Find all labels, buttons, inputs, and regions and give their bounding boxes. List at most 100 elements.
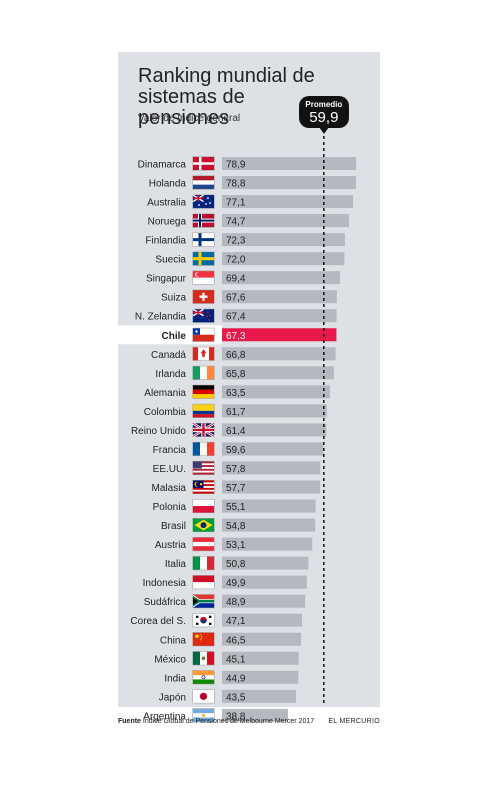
- value-label-irlanda: 65,8: [226, 369, 246, 380]
- bar-reino-unido: [222, 423, 327, 437]
- bar-dinamarca: [222, 157, 357, 170]
- country-label-mexico: México: [154, 654, 186, 665]
- chart-title: Ranking mundial de sistemas de pensiones: [138, 65, 315, 129]
- country-label-noruega: Noruega: [148, 217, 187, 228]
- bar-singapur: [222, 271, 340, 285]
- bar-row-reino-unido: Reino Unido 61,4: [131, 422, 327, 438]
- average-label: Promedio: [305, 100, 343, 109]
- bar-n-zelandia: [222, 309, 337, 323]
- country-label-singapur: Singapur: [146, 274, 187, 285]
- bar-noruega: [222, 214, 349, 228]
- country-label-italia: Italia: [165, 559, 187, 570]
- bar-suecia: [222, 252, 345, 266]
- bar-row-ee-uu: EE.UU. 57,8: [153, 460, 321, 475]
- value-label-dinamarca: 78,9: [226, 160, 246, 171]
- value-label-italia: 50,8: [226, 559, 246, 570]
- chart-subtitle: Valor de índice general: [138, 113, 241, 124]
- bar-brasil: [222, 518, 316, 532]
- bar-row-suiza: Suiza 67,6: [161, 289, 337, 304]
- footer: Fuente Índice Global de Pensiones de Mel…: [118, 718, 380, 725]
- italy-flag-icon: [192, 556, 215, 571]
- country-label-holanda: Holanda: [149, 179, 187, 190]
- south-korea-flag-icon: [192, 613, 215, 628]
- bar-malasia: [222, 480, 321, 494]
- bar-row-australia: Australia 77,1: [147, 194, 354, 209]
- bar-holanda: [222, 176, 356, 190]
- value-label-japon: 43,5: [226, 692, 246, 703]
- country-label-indonesia: Indonesia: [143, 578, 187, 589]
- bar-row-polonia: Polonia 55,1: [153, 499, 316, 514]
- value-label-francia: 59,6: [226, 445, 246, 456]
- value-label-australia: 77,1: [226, 198, 246, 209]
- canada-flag-icon: [192, 346, 215, 361]
- bar-row-singapur: Singapur 69,4: [146, 270, 340, 285]
- ireland-flag-icon: [192, 365, 215, 380]
- bar-indonesia: [222, 575, 307, 589]
- country-label-india: India: [164, 673, 186, 684]
- value-label-china: 46,5: [226, 635, 246, 646]
- bar-row-indonesia: Indonesia 49,9: [143, 575, 307, 590]
- country-label-sudafrica: Sudáfrica: [144, 597, 187, 608]
- bar-row-francia: Francia 59,6: [153, 441, 324, 456]
- bar-mexico: [222, 651, 299, 665]
- bar-suiza: [222, 290, 337, 304]
- value-label-suecia: 72,0: [226, 255, 246, 266]
- value-label-indonesia: 49,9: [226, 578, 246, 589]
- country-label-suecia: Suecia: [155, 255, 186, 266]
- country-label-canada: Canadá: [151, 350, 186, 361]
- france-flag-icon: [192, 441, 215, 456]
- bar-irlanda: [222, 366, 334, 380]
- bar-australia: [222, 195, 354, 209]
- bar-japon: [222, 689, 296, 703]
- value-label-alemania: 63,5: [226, 388, 246, 399]
- country-label-argentina: Argentina: [143, 711, 186, 722]
- bar-francia: [222, 442, 324, 456]
- average-value: 59,9: [309, 109, 339, 126]
- bar-china: [222, 632, 302, 646]
- argentina-flag-icon: [192, 708, 215, 723]
- bar-row-chile: Chile 67,3: [118, 325, 337, 345]
- country-label-chile: Chile: [162, 331, 187, 342]
- value-label-india: 44,9: [226, 673, 246, 684]
- country-label-irlanda: Irlanda: [155, 369, 186, 380]
- country-label-dinamarca: Dinamarca: [138, 160, 187, 171]
- country-label-polonia: Polonia: [153, 502, 187, 513]
- country-label-alemania: Alemania: [144, 388, 186, 399]
- australia-flag-icon: [192, 194, 215, 209]
- bar-row-china: China 46,5: [160, 632, 302, 647]
- bar-row-brasil: Brasil 54,8: [161, 518, 316, 533]
- country-label-n-zelandia: N. Zelandia: [135, 312, 187, 323]
- austria-flag-icon: [192, 537, 215, 552]
- germany-flag-icon: [192, 384, 215, 399]
- bar-row-holanda: Holanda 78,8: [149, 175, 356, 190]
- mexico-flag-icon: [192, 651, 215, 666]
- bar-row-suecia: Suecia 72,0: [155, 251, 345, 266]
- bar-italia: [222, 556, 309, 570]
- value-label-chile: 67,3: [226, 331, 246, 342]
- bar-row-n-zelandia: N. Zelandia 67,4: [135, 308, 337, 323]
- usa-flag-icon: [192, 460, 215, 475]
- country-label-reino-unido: Reino Unido: [131, 426, 186, 437]
- bar-row-sudafrica: Sudáfrica 48,9: [144, 594, 306, 609]
- value-label-finlandia: 72,3: [226, 236, 246, 247]
- country-label-francia: Francia: [153, 445, 187, 456]
- value-label-colombia: 61,7: [226, 407, 246, 418]
- japan-flag-icon: [192, 689, 215, 704]
- bar-chile: [222, 328, 337, 342]
- bar-row-mexico: México 45,1: [154, 651, 299, 666]
- value-label-suiza: 67,6: [226, 293, 246, 304]
- value-label-canada: 66,8: [226, 350, 246, 361]
- brazil-flag-icon: [192, 518, 215, 533]
- country-label-colombia: Colombia: [144, 407, 187, 418]
- netherlands-flag-icon: [192, 175, 215, 190]
- norway-flag-icon: [192, 213, 215, 228]
- brand-logo: EL MERCURIO: [328, 718, 380, 725]
- south-africa-flag-icon: [192, 594, 215, 609]
- bar-finlandia: [222, 233, 345, 247]
- value-label-mexico: 45,1: [226, 654, 246, 665]
- poland-flag-icon: [192, 499, 215, 514]
- country-label-ee-uu: EE.UU.: [153, 464, 186, 475]
- country-label-corea-del-s: Corea del S.: [130, 616, 186, 627]
- bar-corea-del-s: [222, 613, 303, 627]
